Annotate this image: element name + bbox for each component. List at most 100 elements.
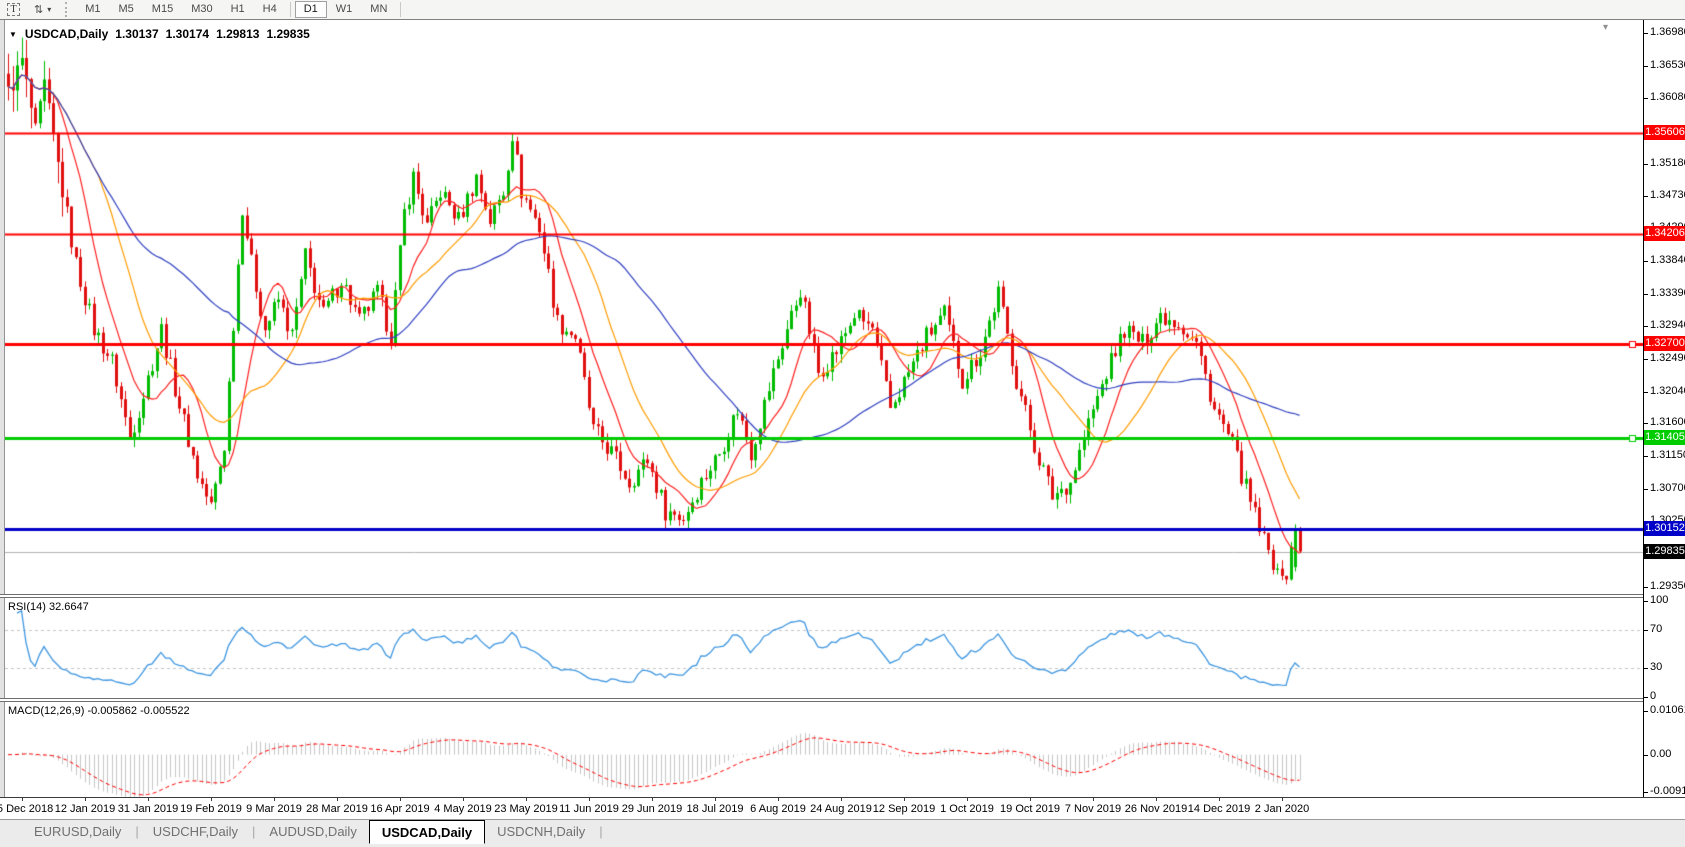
price-tick-mark: [1644, 456, 1648, 457]
timeframe-m5-button[interactable]: M5: [110, 1, 143, 18]
date-tick-label: 18 Jul 2019: [686, 803, 744, 815]
price-tick-label: 1.30700: [1650, 482, 1685, 494]
date-tick-label: 12 Jan 2019: [54, 803, 116, 815]
date-tick-mark: [1156, 798, 1157, 801]
macd-tick-mark: [1644, 792, 1648, 793]
price-tick-mark: [1644, 294, 1648, 295]
price-level-badge: 1.32700: [1644, 336, 1685, 351]
toolbar: T ⇅ ▾ M1 M5 M15 M30 H1 H4 D1 W1 MN: [0, 0, 1685, 19]
tab-usdchf-daily[interactable]: USDCHF,Daily: [152, 824, 239, 839]
macd-tick-mark: [1644, 711, 1648, 712]
date-tick-label: 12 Sep 2019: [872, 803, 936, 815]
price-level-badge: 1.30152: [1644, 521, 1685, 536]
text-tool-icon: T: [7, 3, 20, 16]
date-tick-mark: [1219, 798, 1220, 801]
date-tick-mark: [652, 798, 653, 801]
date-tick-label: 24 Aug 2019: [810, 803, 872, 815]
rsi-tick-mark: [1644, 697, 1648, 698]
rsi-panel-canvas[interactable]: [5, 598, 1643, 698]
timeframe-m30-button[interactable]: M30: [182, 1, 221, 18]
collapse-icon: ▼: [9, 29, 17, 39]
rsi-tick-mark: [1644, 601, 1648, 602]
tab-eurusd-daily[interactable]: EURUSD,Daily: [34, 824, 122, 839]
main-chart-canvas[interactable]: [5, 21, 1643, 594]
price-tick-mark: [1644, 392, 1648, 393]
rsi-tick-mark: [1644, 668, 1648, 669]
tab-separator: |: [599, 824, 603, 839]
window-edge: [0, 20, 5, 820]
rsi-tick-label: 70: [1650, 623, 1663, 635]
chart-title: ▼ USDCAD,Daily 1.30137 1.30174 1.29813 1…: [9, 27, 310, 41]
price-tick-mark: [1644, 489, 1648, 490]
price-tick-label: 1.32040: [1650, 385, 1685, 397]
date-tick-label: 6 Aug 2019: [750, 803, 806, 815]
macd-tick-label: -0.009181: [1650, 785, 1685, 797]
text-tool-button[interactable]: T: [0, 1, 27, 18]
price-tick-mark: [1644, 587, 1648, 588]
panel-splitter[interactable]: [0, 698, 1685, 702]
price-tick-mark: [1644, 164, 1648, 165]
price-tick-mark: [1644, 359, 1648, 360]
chart-symbol: USDCAD,Daily: [24, 27, 109, 41]
date-tick-mark: [904, 798, 905, 801]
tab-usdcad-daily[interactable]: USDCAD,Daily: [368, 820, 486, 844]
macd-tick-mark: [1644, 755, 1648, 756]
price-tick-label: 1.33840: [1650, 254, 1685, 266]
timeframe-m15-button[interactable]: M15: [143, 1, 182, 18]
date-tick-label: 26 Nov 2019: [1124, 803, 1188, 815]
panel-splitter[interactable]: [0, 594, 1685, 598]
toolbar-grip[interactable]: [65, 2, 69, 17]
timeframe-w1-button[interactable]: W1: [327, 1, 362, 18]
macd-tick-label: 0.00: [1650, 748, 1672, 760]
price-tick-label: 1.35180: [1650, 157, 1685, 169]
style-tool-button[interactable]: ⇅ ▾: [27, 1, 58, 18]
date-tick-label: 2 Jan 2020: [1254, 803, 1310, 815]
date-tick-label: 28 Mar 2019: [306, 803, 368, 815]
price-tick-label: 1.36530: [1650, 59, 1685, 71]
chevron-down-icon: ▾: [47, 5, 52, 14]
rsi-tick-label: 30: [1650, 661, 1663, 673]
price-tick-mark: [1644, 196, 1648, 197]
date-tick-mark: [85, 798, 86, 801]
date-tick-mark: [1093, 798, 1094, 801]
date-tick-mark: [463, 798, 464, 801]
date-tick-label: 4 May 2019: [434, 803, 492, 815]
timeframe-h1-button[interactable]: H1: [222, 1, 254, 18]
macd-indicator-label: MACD(12,26,9) -0.005862 -0.005522: [8, 705, 190, 717]
date-tick-mark: [967, 798, 968, 801]
price-tick-mark: [1644, 66, 1648, 67]
date-tick-label: 19 Oct 2019: [1000, 803, 1060, 815]
price-tick-label: 1.31150: [1650, 449, 1685, 461]
rsi-tick-mark: [1644, 630, 1648, 631]
price-tick-mark: [1644, 423, 1648, 424]
chart-tab-bar: EURUSD,Daily | USDCHF,Daily | AUDUSD,Dai…: [0, 819, 1685, 847]
chart-shift-icon[interactable]: ▾: [1603, 22, 1609, 33]
timeframe-d1-button[interactable]: D1: [294, 1, 327, 18]
macd-panel-canvas[interactable]: [5, 702, 1643, 797]
price-tick-label: 1.32940: [1650, 319, 1685, 331]
date-tick-label: 25 Dec 2018: [0, 803, 54, 815]
date-tick-mark: [211, 798, 212, 801]
price-axis[interactable]: 1.369801.365301.360801.356301.351801.347…: [1643, 20, 1685, 797]
date-tick-label: 31 Jan 2019: [117, 803, 179, 815]
price-tick-mark: [1644, 326, 1648, 327]
rsi-tick-label: 100: [1650, 594, 1669, 606]
date-tick-label: 16 Apr 2019: [370, 803, 430, 815]
tab-audusd-daily[interactable]: AUDUSD,Daily: [269, 824, 357, 839]
timeframe-mn-button[interactable]: MN: [361, 1, 396, 18]
date-tick-label: 11 Jun 2019: [559, 803, 619, 815]
ohlc-high: 1.30174: [165, 27, 210, 41]
arrange-arrows-icon: ⇅: [34, 4, 44, 16]
rsi-tick-label: 0: [1650, 690, 1657, 702]
price-tick-label: 1.32490: [1650, 352, 1685, 364]
tab-usdcnh-daily[interactable]: USDCNH,Daily: [497, 824, 586, 839]
ohlc-open: 1.30137: [115, 27, 159, 41]
price-tick-label: 1.33390: [1650, 287, 1685, 299]
timeframe-h4-button[interactable]: H4: [254, 1, 286, 18]
ohlc-low: 1.29813: [216, 27, 260, 41]
price-tick-label: 1.31600: [1650, 416, 1685, 428]
date-tick-label: 9 Mar 2019: [246, 803, 302, 815]
timeframe-m1-button[interactable]: M1: [76, 1, 109, 18]
date-tick-label: 19 Feb 2019: [180, 803, 242, 815]
